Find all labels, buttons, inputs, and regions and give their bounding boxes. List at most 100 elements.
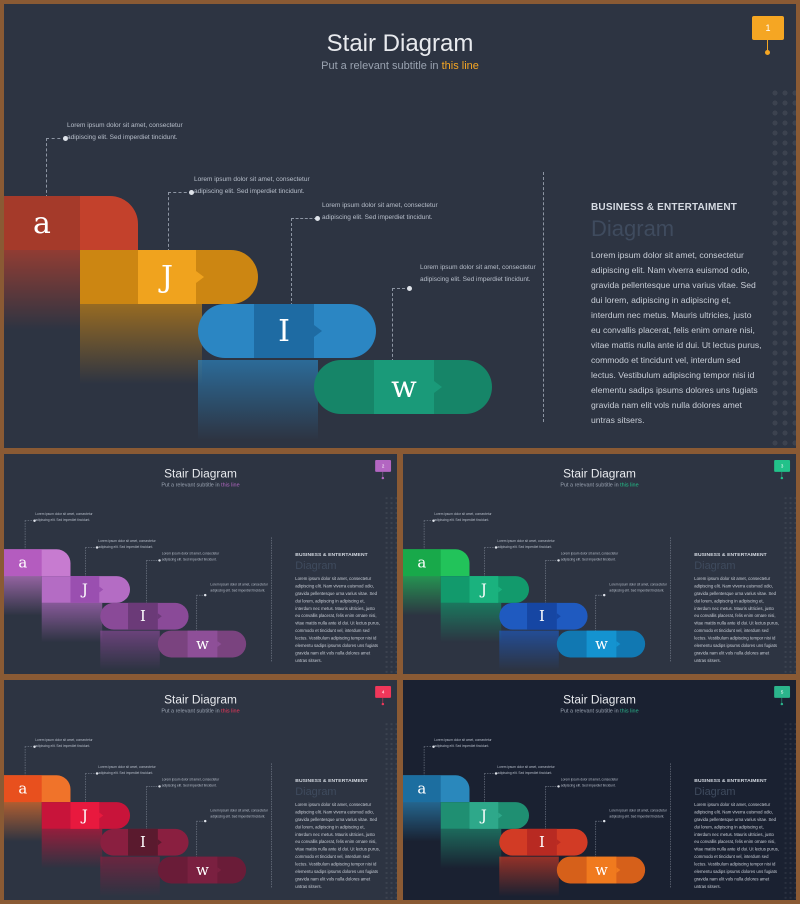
- callout-leader: [392, 288, 393, 362]
- callout-dot: [33, 745, 36, 748]
- callout-text-1: Lorem ipsum dolor sit amet, consectetur …: [67, 122, 183, 141]
- callout-dot: [158, 785, 161, 788]
- callout-text-1: Lorem ipsum dolor sit amet, consectetur …: [35, 512, 93, 522]
- slide-subtitle: Put a relevant subtitle in this line: [4, 708, 397, 714]
- stair-step-4: w: [374, 360, 434, 414]
- subtitle-text: Put a relevant subtitle in: [560, 481, 621, 488]
- step-letter: I: [538, 607, 545, 625]
- callout-dot: [557, 559, 560, 562]
- callout-dot: [494, 772, 498, 775]
- step-arrow: [196, 271, 204, 283]
- slide-thumbnail[interactable]: Stair Diagram Put a relevant subtitle in…: [403, 454, 796, 674]
- stair-step-2: J: [138, 250, 196, 304]
- side-body-text: Lorem ipsum dolor sit amet, consectetur …: [694, 576, 779, 663]
- step-arrow: [157, 839, 162, 846]
- step-shadow: [403, 802, 441, 842]
- side-title: Diagram: [295, 559, 337, 572]
- step-shadow: [100, 630, 160, 671]
- step-letter: J: [480, 580, 487, 599]
- callout-text-4: Lorem ipsum dolor sit amet, consectetur …: [609, 583, 667, 593]
- subtitle-highlight: this line: [620, 707, 639, 714]
- dot-grid-decoration: [770, 88, 796, 448]
- callout-dot: [203, 593, 207, 597]
- dot-grid-decoration: [384, 495, 397, 674]
- callout-leader: [291, 218, 292, 306]
- callout-text-1: Lorem ipsum dolor sit amet, consectetur …: [434, 512, 492, 522]
- callout-leader: [168, 192, 192, 193]
- step-letter: I: [139, 607, 146, 625]
- step-letter: I: [139, 833, 146, 851]
- stair-step-2: J: [70, 576, 100, 603]
- dot-grid-decoration: [384, 721, 397, 900]
- step-shadow: [403, 576, 441, 616]
- step-letter: w: [196, 635, 209, 653]
- callout-dot: [432, 519, 435, 522]
- stair-step-3: I: [128, 602, 158, 630]
- side-body-text: Lorem ipsum dolor sit amet, consectetur …: [694, 802, 779, 889]
- step-arrow: [498, 812, 503, 819]
- side-title: Diagram: [694, 785, 736, 798]
- stair-step-4: w: [586, 630, 617, 658]
- slide-subtitle: Put a relevant subtitle in this line: [4, 482, 397, 488]
- step-shadow: [440, 602, 502, 643]
- step-arrow: [434, 381, 442, 393]
- callout-dot: [203, 819, 207, 823]
- stair-step-3: I: [527, 828, 557, 856]
- stair-step-4: w: [187, 856, 218, 884]
- callout-text-2: Lorem ipsum dolor sit amet, consectetur …: [497, 539, 555, 549]
- callout-leader: [392, 288, 410, 289]
- dot-grid-decoration: [783, 495, 796, 674]
- stair-step-1: a: [4, 775, 42, 803]
- stair-step-4: w: [586, 856, 617, 884]
- step-letter: J: [81, 806, 88, 825]
- side-title: Diagram: [591, 216, 675, 241]
- callout-dot: [95, 546, 99, 549]
- step-letter: J: [160, 259, 174, 295]
- slide-thumbnail[interactable]: Stair Diagram Put a relevant subtitle in…: [4, 454, 397, 674]
- stair-step-2: J: [70, 802, 100, 829]
- subtitle-text: Put a relevant subtitle in: [161, 481, 222, 488]
- callout-text-2: Lorem ipsum dolor sit amet, consectetur …: [194, 176, 310, 195]
- callout-dot: [557, 785, 560, 788]
- page-number-tab: 3: [774, 459, 791, 472]
- step-arrow: [556, 613, 561, 620]
- stair-step-4: w: [187, 630, 218, 658]
- slide-thumbnail[interactable]: Stair Diagram Put a relevant subtitle in…: [403, 680, 796, 900]
- step-arrow: [157, 613, 162, 620]
- step-shadow: [4, 802, 42, 842]
- slide-thumbnail[interactable]: Stair Diagram Put a relevant subtitle in…: [4, 680, 397, 900]
- step-letter: w: [595, 635, 608, 653]
- callout-text-1: Lorem ipsum dolor sit amet, consectetur …: [434, 738, 492, 748]
- slide-thumbnail[interactable]: Stair Diagram Put a relevant subtitle in…: [4, 4, 796, 448]
- callout-dot: [602, 593, 606, 597]
- step-arrow: [99, 812, 104, 819]
- callout-text-4: Lorem ipsum dolor sit amet, consectetur …: [420, 264, 536, 283]
- callout-dot: [602, 819, 606, 823]
- step-letter: I: [538, 833, 545, 851]
- callout-text-3: Lorem ipsum dolor sit amet, consectetur …: [161, 552, 220, 562]
- page-tab-dot: [780, 476, 784, 480]
- side-title: Diagram: [295, 785, 337, 798]
- slide-title: Stair Diagram: [326, 30, 474, 57]
- stair-step-1: a: [403, 775, 441, 803]
- page-number-tab: 1: [752, 16, 784, 40]
- stair-step-1: a: [403, 549, 441, 577]
- step-arrow: [217, 867, 222, 874]
- subtitle-highlight: this line: [441, 60, 479, 72]
- side-title: Diagram: [694, 559, 736, 572]
- step-shadow: [4, 576, 42, 616]
- slide-content: Stair Diagram Put a relevant subtitle in…: [403, 680, 796, 900]
- step-shadow: [80, 304, 202, 384]
- page-number-tab: 4: [375, 685, 392, 698]
- step-shadow: [499, 630, 559, 671]
- slide-subtitle: Put a relevant subtitle in this line: [4, 60, 796, 72]
- callout-dot: [33, 519, 36, 522]
- slide-content: Stair Diagram Put a relevant subtitle in…: [4, 680, 397, 900]
- step-shadow: [100, 856, 160, 897]
- callout-text-3: Lorem ipsum dolor sit amet, consectetur …: [322, 202, 438, 221]
- subtitle-highlight: this line: [221, 481, 240, 488]
- slide-content: Stair Diagram Put a relevant subtitle in…: [4, 4, 796, 448]
- page-tab-stem: [767, 40, 768, 52]
- callout-text-2: Lorem ipsum dolor sit amet, consectetur …: [98, 539, 156, 549]
- step-shadow: [41, 602, 103, 643]
